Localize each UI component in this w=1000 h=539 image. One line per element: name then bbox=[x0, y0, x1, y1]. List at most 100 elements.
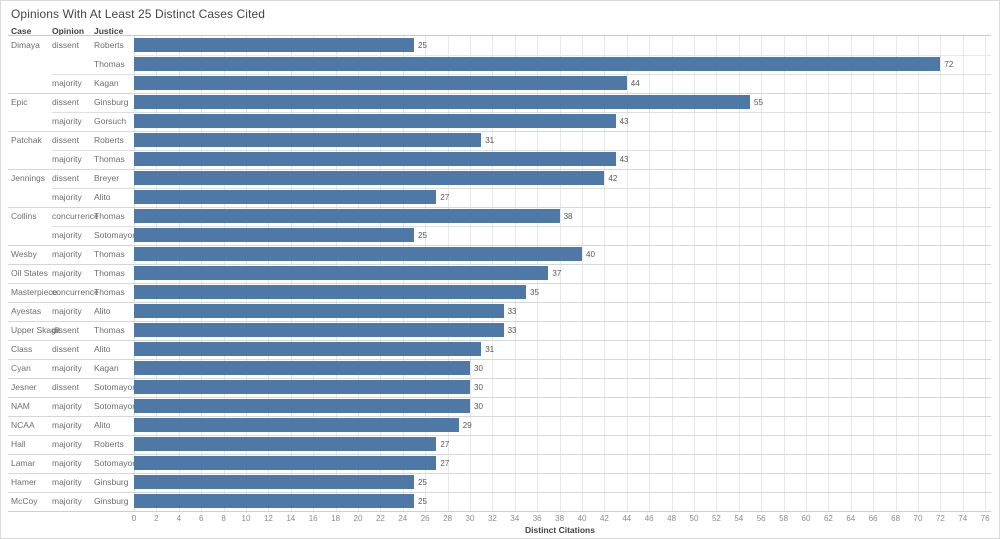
x-tick-label: 10 bbox=[241, 514, 251, 523]
citation-bar[interactable] bbox=[134, 418, 459, 432]
justice-label: Alito bbox=[94, 420, 111, 430]
case-label: Class bbox=[11, 344, 33, 354]
bar-value-label: 35 bbox=[530, 288, 539, 297]
citation-bar[interactable] bbox=[134, 171, 605, 185]
opinion-label: dissent bbox=[52, 97, 79, 107]
citation-bar[interactable] bbox=[134, 247, 582, 261]
opinion-label: majority bbox=[52, 420, 82, 430]
x-tick-label: 40 bbox=[577, 514, 587, 523]
row-separator bbox=[8, 321, 991, 322]
citation-bar[interactable] bbox=[134, 456, 437, 470]
table-row: majority Gorsuch 43 bbox=[1, 112, 999, 131]
table-row: Collins concurrence Thomas 38 bbox=[1, 207, 999, 226]
case-label: Upper Skagit bbox=[11, 325, 61, 335]
row-separator bbox=[52, 188, 991, 189]
citation-bar[interactable] bbox=[134, 437, 437, 451]
gridline bbox=[626, 36, 628, 511]
bar-value-label: 31 bbox=[485, 136, 495, 145]
x-tick-label: 0 bbox=[131, 514, 137, 523]
x-tick-label: 24 bbox=[398, 514, 408, 523]
row-separator bbox=[52, 226, 991, 227]
citation-bar[interactable] bbox=[134, 76, 627, 90]
citation-bar[interactable] bbox=[134, 475, 414, 489]
case-label: NCAA bbox=[11, 420, 35, 430]
table-row: Lamar majority Sotomayor 27 bbox=[1, 454, 999, 473]
citation-bar[interactable] bbox=[134, 323, 504, 337]
case-label: Masterpiece bbox=[11, 287, 58, 297]
x-tick-label: 54 bbox=[734, 514, 744, 523]
x-tick-label: 16 bbox=[308, 514, 318, 523]
citation-bar[interactable] bbox=[134, 380, 470, 394]
x-tick-label: 6 bbox=[198, 514, 204, 523]
citation-bar[interactable] bbox=[134, 209, 560, 223]
citation-bar[interactable] bbox=[134, 399, 470, 413]
opinion-label: majority bbox=[52, 154, 82, 164]
justice-label: Sotomayor bbox=[94, 230, 136, 240]
justice-label: Breyer bbox=[94, 173, 120, 183]
case-label: Epic bbox=[11, 97, 28, 107]
table-row: NCAA majority Alito 29 bbox=[1, 416, 999, 435]
gridline bbox=[850, 36, 852, 511]
citation-bar[interactable] bbox=[134, 228, 414, 242]
row-separator bbox=[52, 112, 991, 113]
justice-label: Sotomayor bbox=[94, 401, 136, 411]
citation-bar[interactable] bbox=[134, 95, 750, 109]
x-tick-label: 32 bbox=[487, 514, 497, 523]
citation-bar[interactable] bbox=[134, 133, 482, 147]
citation-bar[interactable] bbox=[134, 285, 526, 299]
table-row: majority Alito 27 bbox=[1, 188, 999, 207]
x-tick-label: 70 bbox=[913, 514, 923, 523]
citation-bar[interactable] bbox=[134, 494, 414, 508]
bar-value-label: 30 bbox=[474, 383, 483, 392]
opinion-label: dissent bbox=[52, 382, 79, 392]
table-row: Patchak dissent Roberts 31 bbox=[1, 131, 999, 150]
gridline bbox=[783, 36, 785, 511]
bar-value-label: 40 bbox=[586, 250, 595, 259]
bar-value-label: 42 bbox=[608, 174, 618, 183]
citation-bar[interactable] bbox=[134, 342, 482, 356]
column-header-justice: Justice bbox=[94, 26, 124, 36]
opinion-label: concurrence bbox=[52, 211, 99, 221]
bar-value-label: 72 bbox=[944, 60, 954, 69]
row-separator bbox=[8, 302, 991, 303]
x-tick-label: 14 bbox=[286, 514, 296, 523]
x-tick-label: 68 bbox=[891, 514, 901, 523]
table-row: NAM majority Sotomayor 30 bbox=[1, 397, 999, 416]
opinion-label: dissent bbox=[52, 135, 79, 145]
row-separator bbox=[8, 397, 991, 398]
justice-label: Sotomayor bbox=[94, 382, 136, 392]
citation-bar[interactable] bbox=[134, 190, 437, 204]
bar-value-label: 27 bbox=[440, 440, 450, 449]
table-row: Masterpiece concurrence Thomas 35 bbox=[1, 283, 999, 302]
row-separator bbox=[8, 473, 991, 474]
chart-title: Opinions With At Least 25 Distinct Cases… bbox=[11, 7, 266, 21]
case-label: NAM bbox=[11, 401, 30, 411]
x-tick-label: 72 bbox=[935, 514, 945, 523]
x-tick-label: 66 bbox=[868, 514, 878, 523]
citation-bar[interactable] bbox=[134, 304, 504, 318]
citation-bar[interactable] bbox=[134, 114, 616, 128]
opinion-label: majority bbox=[52, 230, 82, 240]
bar-value-label: 29 bbox=[462, 421, 472, 430]
opinion-label: dissent bbox=[52, 173, 79, 183]
justice-label: Ginsburg bbox=[94, 477, 129, 487]
table-row: McCoy majority Ginsburg 25 bbox=[1, 492, 999, 511]
bar-value-label: 37 bbox=[552, 269, 562, 278]
citation-bar[interactable] bbox=[134, 38, 414, 52]
table-row: Hamer majority Ginsburg 25 bbox=[1, 473, 999, 492]
opinion-label: majority bbox=[52, 401, 82, 411]
citation-bar[interactable] bbox=[134, 266, 549, 280]
citation-bar[interactable] bbox=[134, 152, 616, 166]
citation-bar[interactable] bbox=[134, 361, 470, 375]
x-axis-title: Distinct Citations bbox=[525, 525, 595, 535]
row-separator bbox=[8, 492, 991, 493]
x-tick-label: 76 bbox=[980, 514, 990, 523]
citation-bar[interactable] bbox=[134, 57, 941, 71]
bar-value-label: 30 bbox=[474, 364, 483, 373]
justice-label: Roberts bbox=[94, 40, 124, 50]
gridline bbox=[806, 36, 807, 511]
gridline bbox=[604, 36, 606, 511]
opinion-label: majority bbox=[52, 439, 82, 449]
x-tick-label: 58 bbox=[779, 514, 789, 523]
